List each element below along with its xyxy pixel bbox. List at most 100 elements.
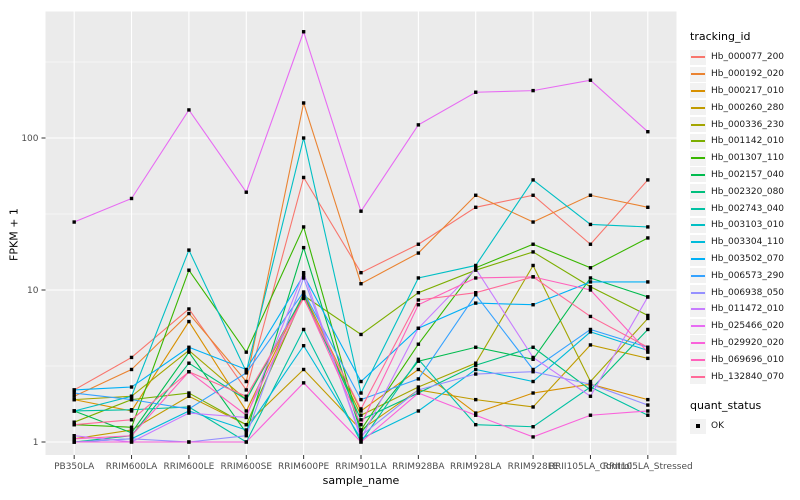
- data-point: [474, 372, 478, 376]
- data-point: [474, 293, 478, 297]
- data-point: [531, 345, 535, 349]
- data-point: [416, 123, 421, 127]
- data-point: [646, 356, 650, 361]
- legend-key-line: [691, 157, 705, 160]
- data-point: [646, 178, 650, 182]
- legend-item-label: Hb_006573_290: [711, 270, 785, 281]
- legend-item: Hb_001307_110: [690, 150, 800, 167]
- data-point: [646, 403, 650, 407]
- data-point: [588, 388, 593, 392]
- data-point: [588, 285, 593, 289]
- data-point: [244, 409, 248, 413]
- data-point: [474, 193, 478, 197]
- data-point: [531, 379, 535, 384]
- legend-key-swatch: [690, 150, 706, 166]
- legend-key-swatch: [690, 133, 706, 149]
- data-point: [416, 276, 421, 280]
- data-point: [72, 440, 76, 444]
- data-point: [301, 293, 306, 297]
- legend-item: Hb_029920_020: [690, 335, 800, 352]
- data-point: [416, 242, 421, 246]
- data-point: [588, 266, 593, 270]
- data-point: [416, 303, 421, 307]
- data-point: [474, 290, 478, 295]
- data-point: [187, 350, 191, 354]
- y-tick-label: 100: [21, 134, 38, 144]
- legend-item: Hb_006573_290: [690, 267, 800, 284]
- data-point: [359, 397, 363, 402]
- data-point: [301, 270, 306, 275]
- legend-key-swatch: [690, 301, 706, 317]
- legend-title-quant-status: quant_status: [690, 398, 762, 412]
- data-point: [416, 298, 421, 302]
- data-point: [187, 108, 191, 112]
- data-point: [531, 263, 535, 268]
- legend-item: Hb_006938_050: [690, 284, 800, 301]
- data-point: [301, 276, 306, 280]
- data-point: [187, 391, 191, 395]
- legend-key-swatch: [690, 167, 706, 183]
- data-point: [301, 367, 306, 372]
- data-point: [646, 236, 650, 240]
- data-point: [416, 377, 421, 381]
- legend-color-items: Hb_000077_200 Hb_000192_020 Hb_000217_010 H…: [690, 49, 800, 385]
- data-point: [187, 319, 191, 324]
- data-point: [588, 242, 593, 246]
- data-point: [359, 270, 363, 275]
- legend-key-swatch: [690, 217, 706, 233]
- data-point: [646, 295, 650, 299]
- legend-item: Hb_025466_020: [690, 318, 800, 335]
- data-point: [72, 420, 76, 424]
- data-point: [244, 422, 248, 427]
- legend-key-line: [691, 224, 705, 227]
- data-point: [646, 413, 650, 417]
- data-point: [474, 411, 478, 415]
- data-point: [416, 290, 421, 295]
- x-tick-label: RRIM600PE: [278, 462, 330, 472]
- data-point: [72, 391, 76, 395]
- data-point: [129, 434, 134, 438]
- data-point: [531, 275, 535, 279]
- data-point: [187, 307, 191, 311]
- data-point: [359, 332, 363, 337]
- data-point: [474, 361, 478, 365]
- data-point: [72, 434, 76, 438]
- legend-key-swatch: [690, 418, 706, 434]
- data-point: [588, 385, 593, 389]
- legend-key-swatch: [690, 83, 706, 99]
- legend-item-label: Hb_000260_280: [711, 102, 785, 113]
- legend-key-line: [691, 106, 705, 109]
- data-point: [129, 196, 134, 201]
- legend-key-line: [691, 257, 705, 260]
- data-point: [359, 418, 363, 422]
- data-point: [187, 409, 191, 413]
- data-point: [646, 225, 650, 229]
- x-axis-title: sample_name: [322, 474, 400, 487]
- data-point: [187, 405, 191, 409]
- legend-item: Hb_132840_070: [690, 368, 800, 385]
- data-point: [588, 394, 593, 398]
- legend-key-swatch: [690, 184, 706, 200]
- data-point: [301, 136, 306, 140]
- data-point: [531, 88, 535, 93]
- data-point: [646, 350, 650, 354]
- legend-key-swatch: [690, 369, 706, 385]
- legend-key-line: [691, 341, 705, 344]
- legend-item: Hb_011472_010: [690, 301, 800, 318]
- legend-key-line: [691, 123, 705, 126]
- legend-key-swatch: [690, 234, 706, 250]
- legend-item-label: Hb_006938_050: [711, 287, 785, 298]
- data-point: [359, 282, 363, 286]
- data-point: [244, 371, 248, 375]
- data-point: [474, 267, 478, 271]
- legend-item-label: Hb_025466_020: [711, 321, 785, 332]
- data-point: [244, 367, 248, 372]
- data-point: [129, 431, 134, 435]
- data-point: [72, 388, 76, 392]
- data-point: [359, 434, 363, 438]
- legend-key-swatch: [690, 201, 706, 217]
- data-point: [359, 409, 363, 413]
- x-tick-label: RRIM928LE: [508, 462, 559, 472]
- data-point: [531, 355, 535, 360]
- data-point: [531, 242, 535, 246]
